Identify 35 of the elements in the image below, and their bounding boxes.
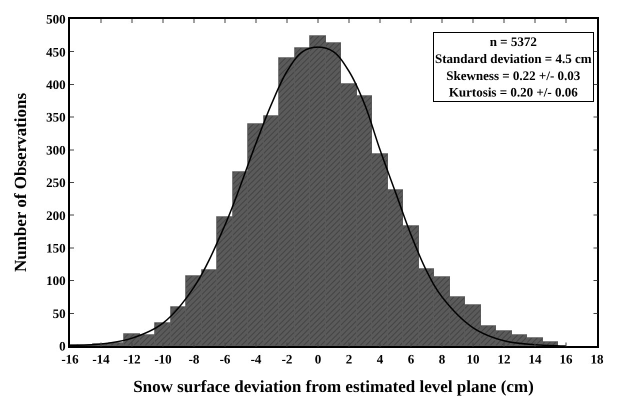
y-tick-label: 100 bbox=[46, 273, 66, 288]
x-tick-label: -6 bbox=[220, 351, 231, 366]
y-tick-label: 450 bbox=[46, 44, 66, 60]
annotation: Kurtosis = 0.20 +/- 0.06 bbox=[448, 84, 578, 100]
annotation: Standard deviation = 4.5 cm bbox=[435, 50, 592, 66]
x-tick-label: 8 bbox=[438, 351, 446, 366]
x-tick-label: 0 bbox=[314, 351, 322, 366]
x-tick-label: -14 bbox=[92, 351, 110, 366]
x-tick-label: 4 bbox=[376, 351, 384, 366]
x-axis-title: Snow surface deviation from estimated level plane (cm) bbox=[133, 377, 534, 396]
x-tick-label: -4 bbox=[250, 351, 262, 366]
x-tick-label: 14 bbox=[528, 351, 542, 366]
x-tick-label: -2 bbox=[282, 351, 292, 366]
y-tick-label: 500 bbox=[46, 12, 66, 27]
annotation: n = 5372 bbox=[490, 34, 537, 49]
x-tick-label: 10 bbox=[466, 351, 480, 366]
x-tick-label: -12 bbox=[123, 351, 141, 366]
y-tick-label: 400 bbox=[46, 76, 66, 92]
x-tick-label: -8 bbox=[188, 351, 200, 366]
y-tick-label: 250 bbox=[46, 175, 66, 190]
y-tick-label: 0 bbox=[59, 338, 66, 354]
y-tick-label: 300 bbox=[46, 142, 66, 158]
x-tick-label: -16 bbox=[61, 351, 80, 366]
x-tick-label: 12 bbox=[498, 351, 510, 366]
x-tick-label: -10 bbox=[154, 351, 172, 366]
y-tick-label: 350 bbox=[46, 110, 66, 125]
y-tick-label: 150 bbox=[46, 240, 66, 256]
annotation: Skewness = 0.22 +/- 0.03 bbox=[446, 68, 581, 83]
y-axis-title: Number of Observations bbox=[11, 92, 30, 272]
y-tick-label: 50 bbox=[52, 306, 66, 321]
x-tick-label: 18 bbox=[590, 351, 604, 366]
y-tick-label: 200 bbox=[46, 208, 66, 223]
x-tick-label: 2 bbox=[346, 351, 352, 366]
x-tick-label: 6 bbox=[408, 351, 415, 366]
x-tick-label: 16 bbox=[560, 351, 573, 366]
